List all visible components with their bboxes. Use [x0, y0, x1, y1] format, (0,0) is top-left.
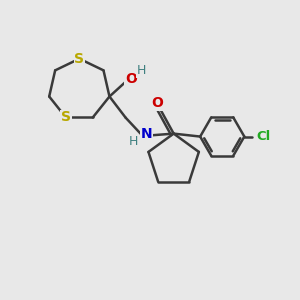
Text: H: H [129, 135, 139, 148]
Text: S: S [61, 110, 71, 124]
Text: O: O [125, 72, 137, 86]
Text: S: S [74, 52, 84, 66]
Text: H: H [136, 64, 146, 77]
Text: Cl: Cl [256, 130, 270, 143]
Text: O: O [152, 96, 164, 110]
Text: N: N [140, 127, 152, 141]
